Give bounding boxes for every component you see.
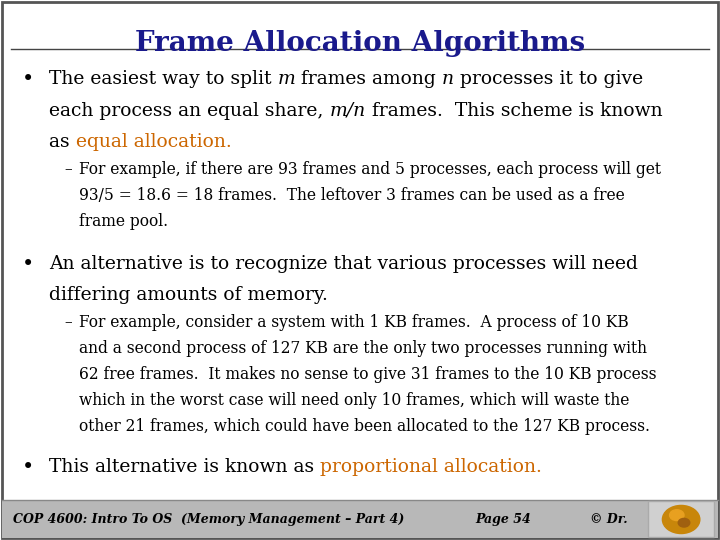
Text: which in the worst case will need only 10 frames, which will waste the: which in the worst case will need only 1…: [79, 392, 629, 409]
Text: –: –: [65, 314, 73, 332]
Text: 93/5 = 18.6 = 18 frames.  The leftover 3 frames can be used as a free: 93/5 = 18.6 = 18 frames. The leftover 3 …: [79, 187, 625, 204]
Text: each process an equal share,: each process an equal share,: [49, 102, 329, 119]
Text: Frame Allocation Algorithms: Frame Allocation Algorithms: [135, 30, 585, 57]
Text: other 21 frames, which could have been allocated to the 127 KB process.: other 21 frames, which could have been a…: [79, 418, 650, 435]
Text: m/n: m/n: [329, 102, 366, 119]
Text: m: m: [277, 70, 295, 88]
Text: 62 free frames.  It makes no sense to give 31 frames to the 10 KB process: 62 free frames. It makes no sense to giv…: [79, 366, 657, 383]
Text: An alternative is to recognize that various processes will need: An alternative is to recognize that vari…: [49, 255, 638, 273]
Circle shape: [670, 510, 684, 521]
Text: frames among: frames among: [295, 70, 442, 88]
Text: •: •: [22, 457, 34, 477]
Text: differing amounts of memory.: differing amounts of memory.: [49, 286, 328, 305]
Text: © Dr.: © Dr.: [590, 513, 628, 526]
Text: frame pool.: frame pool.: [79, 213, 168, 230]
Circle shape: [678, 518, 690, 527]
Text: proportional allocation.: proportional allocation.: [320, 457, 542, 476]
FancyBboxPatch shape: [648, 501, 714, 537]
Text: n: n: [442, 70, 454, 88]
Text: •: •: [22, 70, 34, 89]
Circle shape: [662, 505, 700, 534]
Text: and a second process of 127 KB are the only two processes running with: and a second process of 127 KB are the o…: [79, 340, 647, 357]
Text: The easiest way to split: The easiest way to split: [49, 70, 277, 88]
Text: processes it to give: processes it to give: [454, 70, 643, 88]
Text: as: as: [49, 133, 76, 151]
Text: frames.  This scheme is known: frames. This scheme is known: [366, 102, 662, 119]
Text: For example, if there are 93 frames and 5 processes, each process will get: For example, if there are 93 frames and …: [79, 161, 661, 178]
Text: –: –: [65, 161, 73, 178]
Text: For example, consider a system with 1 KB frames.  A process of 10 KB: For example, consider a system with 1 KB…: [79, 314, 629, 332]
Text: •: •: [22, 255, 34, 274]
Text: Page 54: Page 54: [475, 513, 531, 526]
Text: COP 4600: Intro To OS  (Memory Management – Part 4): COP 4600: Intro To OS (Memory Management…: [13, 513, 404, 526]
Bar: [2, 500, 718, 538]
Text: This alternative is known as: This alternative is known as: [49, 457, 320, 476]
Text: equal allocation.: equal allocation.: [76, 133, 231, 151]
